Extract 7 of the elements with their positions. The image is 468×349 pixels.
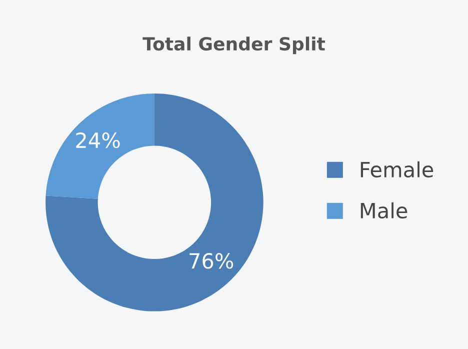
data-label: 76% xyxy=(190,253,234,269)
donut-slice xyxy=(46,94,264,312)
legend-label: Female xyxy=(360,161,434,178)
chart-title: Total Gender Split xyxy=(142,36,326,54)
donut-slice xyxy=(46,94,154,199)
legend-label: Male xyxy=(360,202,408,218)
data-label: 24% xyxy=(76,132,120,148)
